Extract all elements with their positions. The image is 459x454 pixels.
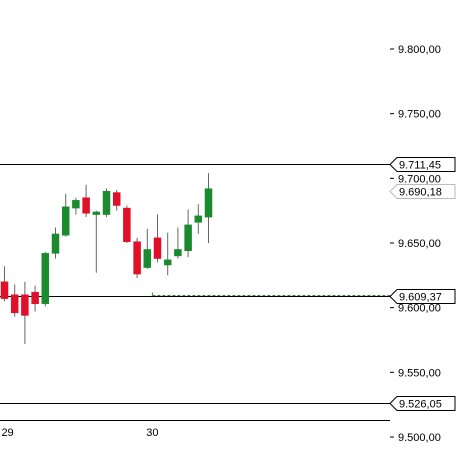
hline-tag-1 [389, 289, 456, 304]
y-tick-label-3: 9.650,00 [398, 238, 441, 250]
candle-body-8 [82, 197, 90, 214]
candle-body-7 [72, 200, 80, 209]
candle-body-2 [21, 294, 29, 316]
candle-body-9 [92, 211, 101, 215]
y-tick-label-4: 9.600,00 [398, 303, 441, 315]
candle-body-20 [204, 188, 213, 218]
candle-body-12 [123, 207, 131, 242]
candle-body-0 [0, 281, 9, 299]
candles-layer [0, 173, 213, 344]
hline-tag-2 [389, 396, 456, 411]
y-tick-label-5: 9.550,00 [398, 367, 441, 379]
candle-body-18 [184, 224, 192, 252]
candle-body-15 [153, 237, 162, 259]
y-tick-label-6: 9.500,00 [398, 432, 441, 444]
candle-body-4 [41, 253, 50, 305]
hline-tag-0 [389, 157, 456, 172]
candle-body-6 [61, 206, 70, 236]
candle-body-14 [143, 249, 152, 268]
candle-body-19 [194, 215, 203, 223]
y-tick-label-2: 9.700,00 [398, 173, 441, 185]
candle-body-1 [10, 294, 19, 314]
candle-body-11 [112, 192, 121, 206]
candle-body-17 [174, 249, 182, 257]
candle-body-3 [31, 291, 39, 305]
current-price-label: 9.690,18 [399, 187, 442, 199]
candle-body-16 [163, 259, 172, 266]
y-tick-label-1: 9.750,00 [398, 109, 441, 121]
hline-label-0: 9.711,45 [399, 160, 441, 172]
candle-body-5 [51, 233, 60, 254]
x-axis-layer: 29 30 [0, 420, 390, 439]
x-label-1: 30 [146, 427, 158, 439]
current-price-tag [389, 184, 456, 199]
hline-label-1: 9.609,37 [399, 292, 442, 304]
candle-body-10 [102, 191, 111, 215]
y-tick-label-0: 9.800,00 [398, 44, 441, 56]
x-label-0: 29 [1, 427, 13, 439]
candle-body-13 [133, 241, 141, 275]
y-axis-layer: 9.711,45 9.609,37 9.526,05 9.800,00 9.750,00… [389, 44, 456, 444]
hline-label-2: 9.526,05 [399, 399, 442, 411]
horizontal-lines-layer [0, 164, 390, 404]
